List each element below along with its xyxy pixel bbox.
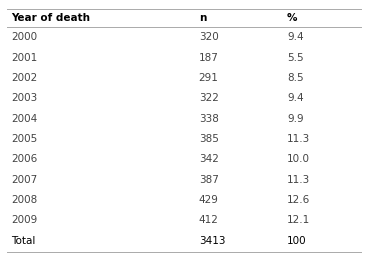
Text: 322: 322 [199, 93, 219, 103]
Text: 429: 429 [199, 195, 219, 205]
Text: 10.0: 10.0 [287, 154, 310, 164]
Text: 3413: 3413 [199, 236, 225, 246]
Text: 342: 342 [199, 154, 219, 164]
Text: %: % [287, 13, 298, 23]
Text: 2001: 2001 [11, 53, 37, 63]
Text: 9.4: 9.4 [287, 32, 304, 43]
Text: 2009: 2009 [11, 215, 37, 225]
Text: 2008: 2008 [11, 195, 37, 205]
Text: 320: 320 [199, 32, 219, 43]
Text: Year of death: Year of death [11, 13, 90, 23]
Text: 11.3: 11.3 [287, 175, 310, 185]
Text: 12.6: 12.6 [287, 195, 310, 205]
Text: 9.4: 9.4 [287, 93, 304, 103]
Text: Total: Total [11, 236, 35, 246]
Text: 5.5: 5.5 [287, 53, 304, 63]
Text: 8.5: 8.5 [287, 73, 304, 83]
Text: 2005: 2005 [11, 134, 37, 144]
Text: 11.3: 11.3 [287, 134, 310, 144]
Text: 9.9: 9.9 [287, 114, 304, 124]
Text: 385: 385 [199, 134, 219, 144]
Text: 412: 412 [199, 215, 219, 225]
Text: 2000: 2000 [11, 32, 37, 43]
Text: 2007: 2007 [11, 175, 37, 185]
Text: 2003: 2003 [11, 93, 37, 103]
Text: 2002: 2002 [11, 73, 37, 83]
Text: n: n [199, 13, 206, 23]
Text: 100: 100 [287, 236, 307, 246]
Text: 12.1: 12.1 [287, 215, 310, 225]
Text: 387: 387 [199, 175, 219, 185]
Text: 187: 187 [199, 53, 219, 63]
Text: 338: 338 [199, 114, 219, 124]
Text: 291: 291 [199, 73, 219, 83]
Text: 2006: 2006 [11, 154, 37, 164]
Text: 2004: 2004 [11, 114, 37, 124]
